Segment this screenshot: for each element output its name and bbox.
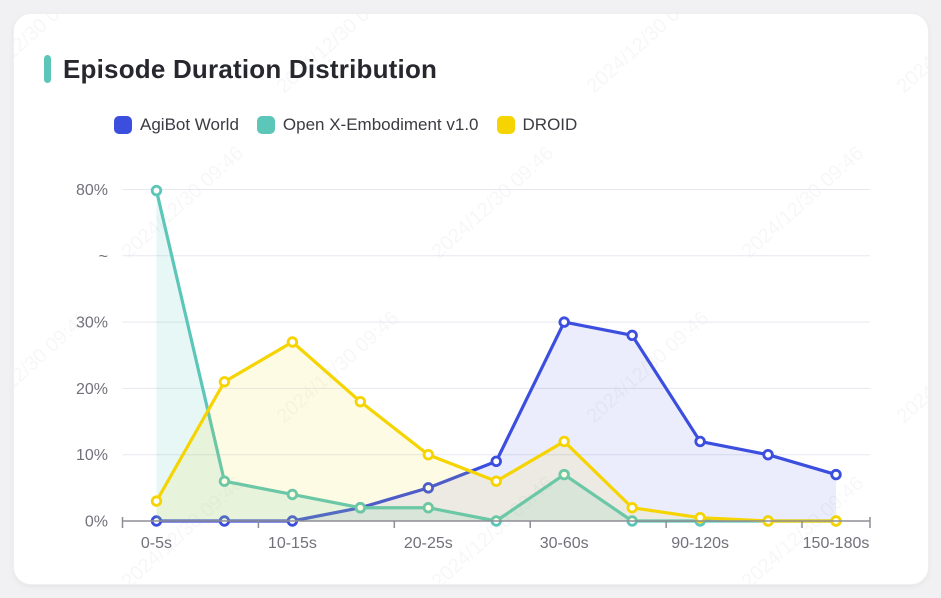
legend-item-agibot-world[interactable]: AgiBot World — [114, 115, 239, 135]
y-axis-label: 30% — [76, 315, 108, 332]
data-point-marker[interactable] — [422, 502, 434, 514]
watermark-text: 2024/12/30 09:46 — [118, 142, 248, 263]
data-point-marker[interactable] — [218, 475, 231, 487]
y-axis-label: 10% — [76, 447, 108, 464]
legend-swatch-icon — [496, 116, 515, 134]
grid-lines — [122, 189, 870, 456]
data-point-marker[interactable] — [490, 475, 502, 487]
data-point-marker[interactable] — [830, 468, 842, 481]
legend-swatch-icon — [256, 116, 275, 134]
watermark-text: 2024/12/30 09:46 — [428, 142, 558, 263]
title-accent-bar — [44, 55, 51, 83]
x-axis-label: 150-180s — [803, 535, 870, 552]
x-axis-label: 0-5s — [141, 535, 172, 552]
watermark-text: 2024/12/30 09:46 — [583, 14, 713, 98]
series-area — [156, 322, 837, 521]
y-axis-label: 20% — [76, 381, 108, 398]
episode-duration-chart[interactable]: 2024/12/30 09:46 2024/12/30 09:46 2024/12/… — [14, 14, 929, 585]
series-area — [156, 190, 837, 522]
legend-item-open-x-embodiment-v1-0[interactable]: Open X-Embodiment v1.0 — [256, 115, 479, 135]
x-axis-label: 10-15s — [268, 535, 317, 552]
data-point-marker[interactable] — [354, 395, 367, 408]
chart-title: Episode Duration Distribution — [63, 54, 438, 84]
data-point-marker[interactable] — [218, 376, 231, 388]
data-point-marker[interactable] — [626, 329, 638, 342]
data-point-marker[interactable] — [286, 336, 299, 348]
x-axis-label: 20-25s — [404, 535, 453, 552]
chart-legend: AgiBot World Open X-Embodiment v1.0 DROID — [114, 115, 577, 135]
data-point-marker[interactable] — [422, 449, 434, 461]
data-point-marker[interactable] — [762, 449, 774, 461]
data-point-marker[interactable] — [150, 184, 163, 197]
data-point-marker[interactable] — [354, 502, 367, 514]
legend-label: DROID — [522, 115, 578, 134]
chart-card: 2024/12/30 09:46 2024/12/30 09:46 2024/12/… — [13, 13, 929, 585]
series-droid — [150, 336, 842, 527]
data-point-marker[interactable] — [150, 495, 163, 507]
y-axis-labels: 0% 10% 20% 30% ~80% — [76, 182, 108, 531]
legend-swatch-icon — [114, 116, 132, 134]
card-header: Episode Duration Distribution — [44, 54, 437, 84]
legend-item-droid[interactable]: DROID — [496, 115, 578, 135]
y-axis-label: 80% — [76, 182, 108, 199]
data-point-marker[interactable] — [558, 435, 570, 448]
data-point-marker[interactable] — [558, 316, 570, 328]
watermark-text: 2024/12/30 09:46 — [893, 14, 929, 98]
chart-canvas[interactable]: 2024/12/30 09:46 2024/12/30 09:46 2024/12/… — [14, 14, 928, 584]
watermark-text: 2024/12/30 09:46 — [738, 142, 868, 263]
x-axis-label: 90-120s — [671, 535, 729, 552]
series-area — [156, 341, 837, 521]
data-point-marker[interactable] — [422, 482, 434, 494]
data-point-marker[interactable] — [626, 502, 638, 514]
data-point-marker[interactable] — [694, 435, 706, 448]
x-axis — [121, 517, 871, 528]
watermark-text: 2024/12/30 09:46 — [893, 307, 929, 428]
data-point-marker[interactable] — [558, 468, 570, 481]
data-point-marker[interactable] — [694, 511, 706, 524]
data-point-marker[interactable] — [286, 488, 299, 501]
y-axis-label: 0% — [85, 514, 108, 531]
x-axis-label: 30-60s — [540, 535, 589, 552]
y-axis-break-label: ~ — [99, 248, 108, 265]
legend-label: AgiBot World — [140, 115, 239, 134]
data-point-marker[interactable] — [490, 455, 502, 468]
legend-label: Open X-Embodiment v1.0 — [282, 115, 479, 134]
x-axis-labels: 0-5s 10-15s 20-25s 30-60s 90-120s 150-180s — [141, 535, 869, 552]
